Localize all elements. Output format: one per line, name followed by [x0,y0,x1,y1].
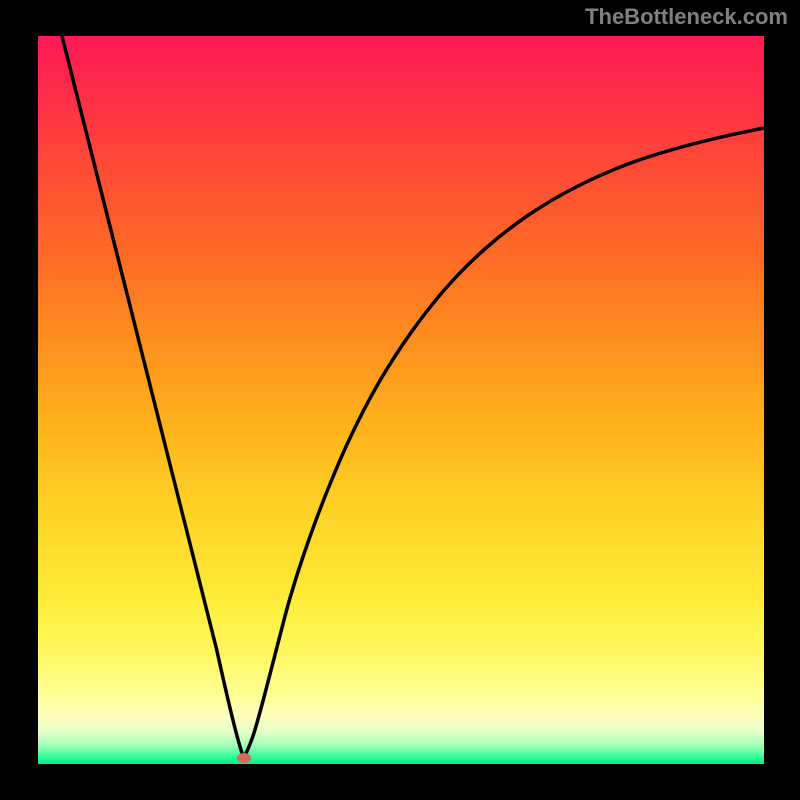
plot-area [38,36,764,764]
minimum-marker [237,753,251,763]
bottleneck-curve [38,36,764,764]
watermark-text: TheBottleneck.com [585,4,788,30]
